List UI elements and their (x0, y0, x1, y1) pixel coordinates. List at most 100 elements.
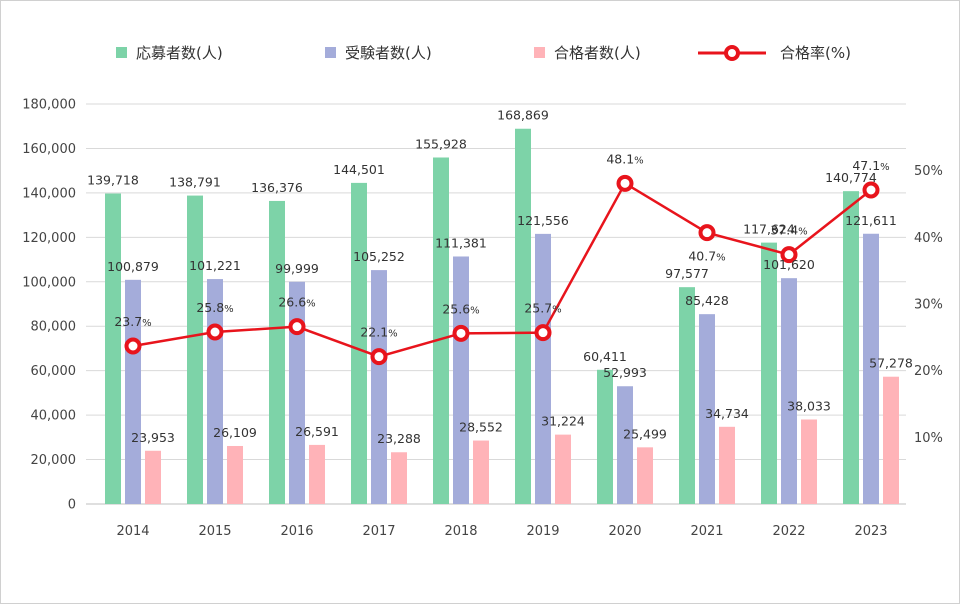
bar-examinees (371, 270, 387, 504)
bar-data-label-applicants: 138,791 (169, 175, 221, 190)
x-tick-label: 2014 (116, 524, 149, 539)
y-left-tick-label: 20,000 (31, 453, 77, 468)
bar-data-label-examinees: 105,252 (353, 249, 405, 264)
bar-data-label-applicants: 168,869 (497, 108, 549, 123)
y-left-tick-label: 120,000 (22, 231, 76, 246)
y-right-tick-label: 10% (914, 431, 943, 446)
rate-data-label: 40.7% (688, 249, 725, 264)
y-right-tick-label: 50% (914, 164, 943, 179)
bar-data-label-passers: 26,591 (295, 424, 339, 439)
bar-passers (309, 444, 325, 504)
bar-data-label-passers: 34,734 (705, 406, 749, 421)
rate-line (132, 181, 872, 358)
bar-data-label-passers: 26,109 (213, 425, 257, 440)
legend-marker-rate (724, 45, 740, 61)
rate-point (862, 181, 880, 199)
bar-passers (145, 450, 161, 504)
y-right-tick-label: 30% (914, 298, 943, 313)
bar-data-label-passers: 31,224 (541, 414, 585, 429)
bar-data-label-applicants: 144,501 (333, 162, 385, 177)
bar-applicants (105, 193, 121, 504)
bar-passers (227, 445, 243, 504)
rate-data-label: 26.6% (278, 295, 315, 310)
bar-passers (883, 376, 899, 504)
legend-swatch-examinees (325, 47, 336, 58)
y-left-tick-label: 100,000 (22, 275, 76, 290)
bar-examinees (289, 281, 305, 504)
rate-point (288, 318, 306, 336)
bar-data-label-examinees: 99,999 (275, 261, 319, 276)
legend-swatch-applicants (116, 47, 127, 58)
bar-applicants (269, 200, 285, 505)
x-tick-label: 2020 (608, 524, 641, 539)
bar-applicants (515, 128, 531, 505)
bar-applicants (761, 242, 777, 504)
rate-point (124, 337, 142, 355)
y-right-tick-label: 20% (914, 364, 943, 379)
bar-data-label-examinees: 101,620 (763, 257, 815, 272)
bar-data-label-applicants: 155,928 (415, 136, 467, 151)
bar-data-label-passers: 28,552 (459, 420, 503, 435)
bar-data-label-applicants: 60,411 (583, 349, 627, 364)
axis-layer: 0 20,000 40,000 60,000 80,000 100,000 120,000 1… (22, 98, 943, 540)
bar-data-label-applicants: 140,774 (825, 170, 877, 185)
bar-data-label-passers: 25,499 (623, 426, 667, 441)
legend-label-passers: 合格者数(人) (554, 44, 641, 62)
bar-applicants (597, 369, 613, 504)
legend-label-examinees: 受験者数(人) (345, 44, 432, 62)
x-tick-label: 2018 (444, 524, 477, 539)
bar-applicants (187, 195, 203, 504)
bar-data-label-examinees: 100,879 (107, 259, 159, 274)
bar-data-label-passers: 57,278 (869, 356, 913, 371)
bar-passers (719, 426, 735, 504)
y-left-tick-label: 40,000 (31, 409, 77, 424)
rate-data-label: 48.1% (606, 151, 643, 166)
bar-data-label-examinees: 111,381 (435, 235, 487, 250)
bar-applicants (679, 287, 695, 504)
y-right-tick-label: 40% (914, 231, 943, 246)
bar-passers (473, 440, 489, 504)
rate-point (698, 224, 716, 242)
bar-passers (391, 452, 407, 504)
x-tick-label: 2016 (280, 524, 313, 539)
bar-data-label-applicants: 136,376 (251, 180, 303, 195)
rate-data-label: 25.8% (196, 300, 233, 315)
y-left-tick-label: 0 (68, 498, 76, 513)
bar-applicants (843, 191, 859, 504)
rate-data-label: 23.7% (114, 314, 151, 329)
legend: 応募者数(人) 受験者数(人) 合格者数(人) 合格率(%) (116, 44, 851, 62)
rate-data-label: 37.4% (770, 223, 807, 238)
rate-point (534, 324, 552, 342)
rate-data-label: 22.1% (360, 325, 397, 340)
bar-passers (555, 434, 571, 504)
bar-layer (105, 128, 899, 505)
x-tick-label: 2019 (526, 524, 559, 539)
y-left-tick-label: 60,000 (31, 364, 77, 379)
bar-data-label-examinees: 121,556 (517, 213, 569, 228)
rate-point (616, 174, 634, 192)
bar-data-label-passers: 38,033 (787, 398, 831, 413)
legend-label-rate: 合格率(%) (780, 44, 851, 62)
bar-examinees (863, 233, 879, 504)
bar-examinees (617, 386, 633, 504)
bar-data-label-passers: 23,953 (131, 430, 175, 445)
rate-point (206, 323, 224, 341)
x-tick-label: 2023 (854, 524, 887, 539)
y-left-tick-label: 140,000 (22, 186, 76, 201)
bar-data-label-examinees: 85,428 (685, 293, 729, 308)
label-layer: 139,718 138,791 136,376 144,501 155,928 168,8… (87, 108, 913, 447)
rate-point (370, 348, 388, 366)
y-left-tick-label: 80,000 (31, 320, 77, 335)
legend-label-applicants: 応募者数(人) (136, 44, 223, 62)
bar-examinees (699, 314, 715, 504)
bar-passers (637, 447, 653, 504)
line-layer (124, 174, 880, 366)
rate-point (780, 246, 798, 264)
bar-data-label-passers: 23,288 (377, 431, 421, 446)
bar-data-label-examinees: 121,611 (845, 213, 897, 228)
rate-data-label: 25.7% (524, 301, 561, 316)
legend-swatch-passers (534, 47, 545, 58)
rate-data-label: 47.1% (852, 158, 889, 173)
rate-point (452, 324, 470, 342)
